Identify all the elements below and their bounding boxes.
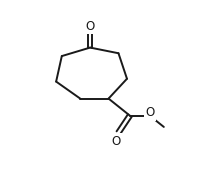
Text: O: O xyxy=(145,106,154,119)
Text: O: O xyxy=(86,20,95,33)
Text: O: O xyxy=(111,135,120,148)
